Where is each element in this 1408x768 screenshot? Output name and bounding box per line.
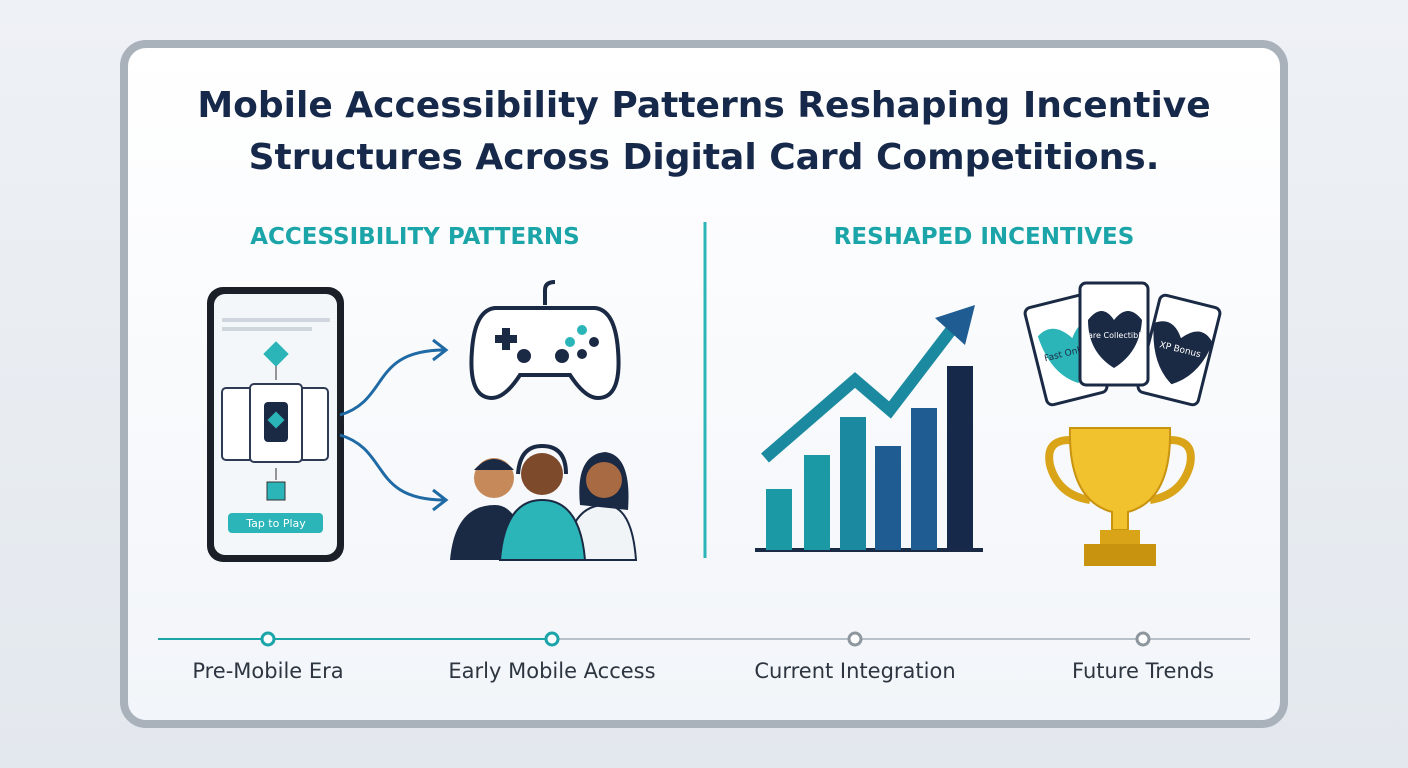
timeline-dot: [260, 631, 276, 647]
timeline-dot: [1135, 631, 1151, 647]
timeline-label: Early Mobile Access: [448, 659, 655, 683]
title: Mobile Accessibility Patterns Reshaping …: [197, 85, 1211, 178]
phone: Tap to Play: [207, 287, 344, 562]
timeline-dot: [544, 631, 560, 647]
timeline-label: Future Trends: [1072, 659, 1214, 683]
card-label: Rare Collectible: [1083, 331, 1146, 340]
arrow: [339, 348, 446, 417]
timeline-label: Pre-Mobile Era: [192, 659, 343, 683]
timeline: Pre-Mobile Era Early Mobile Access Current…: [192, 631, 1214, 683]
trophy-icon: [1045, 427, 1195, 566]
section-heading: RESHAPED INCENTIVES: [834, 224, 1135, 250]
phone-button: Tap to Play: [245, 517, 306, 530]
arrow: [339, 433, 446, 502]
people-icon: [450, 443, 638, 561]
section-heading: ACCESSIBILITY PATTERNS: [250, 224, 579, 250]
arrow-head: [432, 488, 449, 512]
growth-icon: [755, 305, 983, 552]
cards-icon: Fast Online XP Bonus Rare Collectible: [1023, 281, 1222, 407]
arrow-head: [432, 338, 449, 362]
timeline-dot: [847, 631, 863, 647]
controller-icon: [469, 280, 621, 401]
timeline-label: Current Integration: [754, 659, 955, 683]
